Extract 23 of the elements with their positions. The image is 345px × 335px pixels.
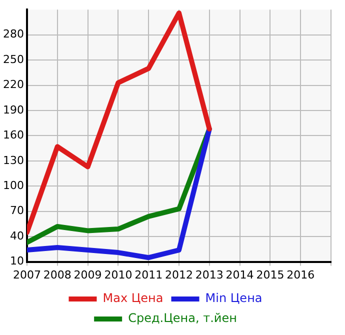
y-tick-label: 70 (10, 204, 24, 218)
legend-label: Min Цена (205, 291, 262, 306)
y-tick-label: 10 (10, 254, 24, 268)
y-tick-label: 250 (2, 52, 24, 66)
x-tick-label: 2008 (43, 268, 72, 282)
y-tick-label: 220 (2, 78, 24, 92)
y-tick-label: 100 (2, 179, 24, 192)
y-tick-label: 130 (2, 154, 24, 167)
x-tick-label: 2010 (104, 268, 132, 282)
x-tick-label: 2007 (12, 268, 41, 282)
x-tick-label: 2014 (226, 268, 254, 282)
x-tick-label: 2015 (256, 268, 284, 282)
y-tick-label: 160 (2, 128, 24, 142)
y-tick-label: 40 (10, 229, 24, 242)
legend-label: Max Цена (102, 291, 164, 306)
x-tick-label: 2016 (286, 268, 315, 282)
y-tick-label: 190 (2, 103, 24, 116)
y-tick-label: 280 (2, 28, 24, 41)
x-tick-label: 2013 (195, 268, 224, 282)
x-tick-label: 2009 (74, 268, 102, 282)
x-tick-label: 2011 (134, 268, 163, 282)
legend-label: Сред.Цена, т.йен (128, 311, 237, 326)
x-tick-label: 2012 (165, 268, 193, 282)
